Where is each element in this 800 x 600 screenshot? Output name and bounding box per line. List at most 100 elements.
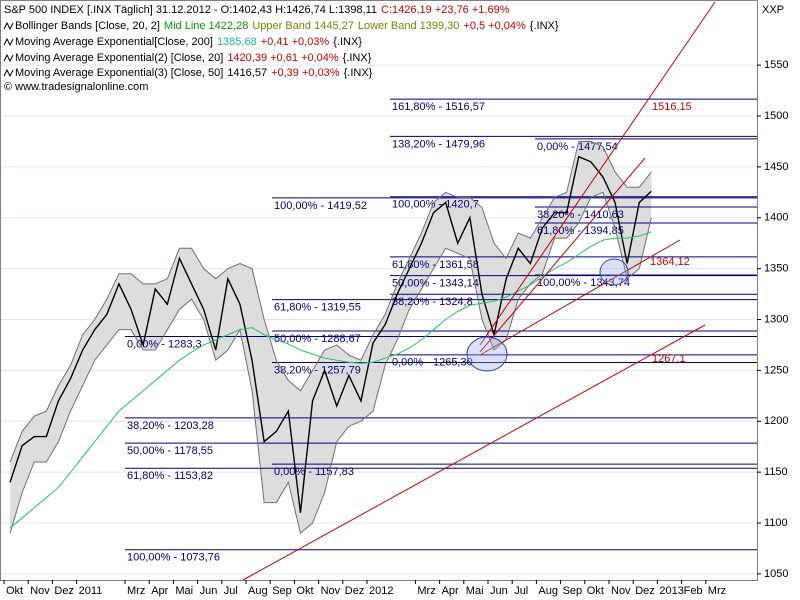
x-tick-label: Mrz: [127, 585, 145, 597]
info-segment: +0,39 +0,03%: [271, 67, 340, 79]
level-label: 38,20% - 1410,63: [537, 209, 624, 221]
y-tick-label: 1200: [764, 415, 788, 427]
level-label: 61,80% - 1319,55: [274, 302, 361, 314]
y-tick-label: 1150: [764, 466, 788, 478]
info-segment: +0,41 +0,03%: [261, 36, 330, 48]
x-tick-label: Mrz: [708, 585, 726, 597]
info-line: © www.tradesignalonline.com: [4, 81, 148, 93]
x-tick-label: Dez: [345, 585, 365, 597]
x-tick-label: Jun: [200, 585, 218, 597]
x-tick-label: Apr: [442, 585, 459, 597]
info-segment: +0,5 +0,04%: [463, 20, 526, 32]
highlight-circle: [466, 336, 508, 372]
trend-label: 1516,15: [652, 101, 692, 113]
info-line: Moving Average Exponential[Close, 200] 13…: [15, 36, 362, 48]
highlight-circle: [599, 258, 629, 286]
x-tick-label: Mrz: [417, 585, 435, 597]
y-tick-label: 1350: [764, 263, 788, 275]
info-segment: © www.tradesignalonline.com: [4, 81, 148, 93]
level-label: 38,20% - 1203,28: [127, 420, 214, 432]
x-tick-label: Jun: [490, 585, 508, 597]
trend-lines: [242, 1, 716, 581]
info-segment: S&P 500 INDEX [.INX Täglich] 31.12.2012 …: [4, 4, 377, 16]
series-line: [9, 155, 652, 513]
x-tick-label: Nov: [30, 585, 50, 597]
info-segment: {.INX}: [333, 36, 362, 48]
trend-label: 1267,1: [652, 353, 686, 365]
level-label: 61,80% - 1394,85: [537, 225, 624, 237]
y-tick-label: 1550: [764, 59, 788, 71]
info-segment: Moving Average Exponential[Close, 200]: [15, 36, 213, 48]
info-segment: 1385,68: [217, 36, 257, 48]
x-tick-label: Sep: [563, 585, 583, 597]
level-label: 50,00% - 1178,55: [127, 445, 213, 457]
band-fill: [10, 141, 652, 534]
indicator-icon: [3, 21, 14, 31]
indicator-icon: [3, 37, 14, 47]
x-tick-label: Okt: [587, 585, 604, 597]
x-tick-label: Sep: [272, 585, 292, 597]
x-tick-label: Jul: [224, 585, 238, 597]
corner-label: XXP: [762, 4, 784, 16]
x-tick-label: Okt: [6, 585, 23, 597]
info-segment: Bollinger Bands [Close, 20, 2]: [15, 20, 160, 32]
level-label: 38,20% - 1257,79: [274, 364, 361, 376]
x-tick-label: Mai: [466, 585, 484, 597]
level-label: 100,00% - 1420,7: [392, 199, 479, 211]
x-tick-label: Apr: [151, 585, 168, 597]
x-tick-label: Dez: [54, 585, 74, 597]
x-tick-label: Aug: [248, 585, 268, 597]
info-segment: Moving Average Exponential(2) [Close, 20…: [15, 52, 223, 64]
trend-line: [479, 239, 681, 356]
trend-line: [242, 324, 706, 581]
level-label: 161,80% - 1516,57: [392, 101, 485, 113]
level-label: 50,00% - 1288,67: [274, 333, 361, 345]
info-segment: {.INX}: [344, 67, 373, 79]
y-tick-label: 1400: [764, 212, 788, 224]
info-segment: Mid Line 1422,28: [164, 20, 248, 32]
x-tick-label: Nov: [611, 585, 631, 597]
info-header: S&P 500 INDEX [.INX Täglich] 31.12.2012 …: [3, 4, 559, 93]
level-label: 61,80% - 1153,82: [127, 470, 213, 482]
info-segment: C:1426,19 +23,76 +1,69%: [381, 4, 510, 16]
x-tick-label: Dez: [635, 585, 655, 597]
axes: 1050 1100 1150 1200 1250 1300 1350 1400 1450 1500…: [3, 59, 788, 597]
band-edge: [9, 191, 652, 535]
series-line: [9, 231, 652, 529]
trend-label: 1364,12: [650, 256, 690, 268]
level-label: 50,00% - 1343,14: [392, 278, 479, 290]
annotations: 1516,15 1364,12 1267,1: [650, 101, 692, 365]
x-tick-label: Feb: [684, 585, 703, 597]
y-tick-label: 1500: [764, 110, 788, 122]
level-label: 100,00% - 1073,76: [127, 552, 220, 564]
level-label: 138,20% - 1479,96: [392, 138, 485, 150]
indicator-icon: [3, 53, 14, 63]
x-tick-label: Okt: [296, 585, 313, 597]
level-label: 38,20% - 1324,8: [392, 296, 473, 308]
x-tick-label: Mai: [175, 585, 193, 597]
level-label: 100,00% - 1419,52: [274, 200, 367, 212]
price-lines: [9, 140, 652, 535]
level-label: 0,00% - 1283,3: [127, 338, 202, 350]
x-tick-label: Jul: [514, 585, 528, 597]
x-tick-label: Nov: [321, 585, 341, 597]
info-line: Moving Average Exponential(2) [Close, 20…: [15, 52, 372, 64]
info-line: Moving Average Exponential(3) [Close, 50…: [15, 67, 373, 79]
x-tick-label: Aug: [538, 585, 558, 597]
level-label: 100,00% - 1343,74: [537, 277, 630, 289]
info-segment: {.INX}: [343, 52, 372, 64]
info-segment: Lower Band 1399,30: [358, 20, 460, 32]
x-tick-label: 2013: [659, 585, 683, 597]
info-segment: {.INX}: [530, 20, 559, 32]
y-tick-label: 1250: [764, 364, 788, 376]
x-tick-label: 2011: [79, 585, 103, 597]
y-tick-label: 1450: [764, 161, 788, 173]
level-label: 0,00% - 1157,83: [274, 466, 354, 478]
info-line: Bollinger Bands [Close, 20, 2] Mid Line 1…: [15, 20, 559, 32]
y-tick-label: 1100: [764, 517, 788, 529]
info-line: S&P 500 INDEX [.INX Täglich] 31.12.2012 …: [4, 4, 510, 16]
band-edge: [9, 140, 652, 463]
x-tick-label: 2012: [369, 585, 393, 597]
